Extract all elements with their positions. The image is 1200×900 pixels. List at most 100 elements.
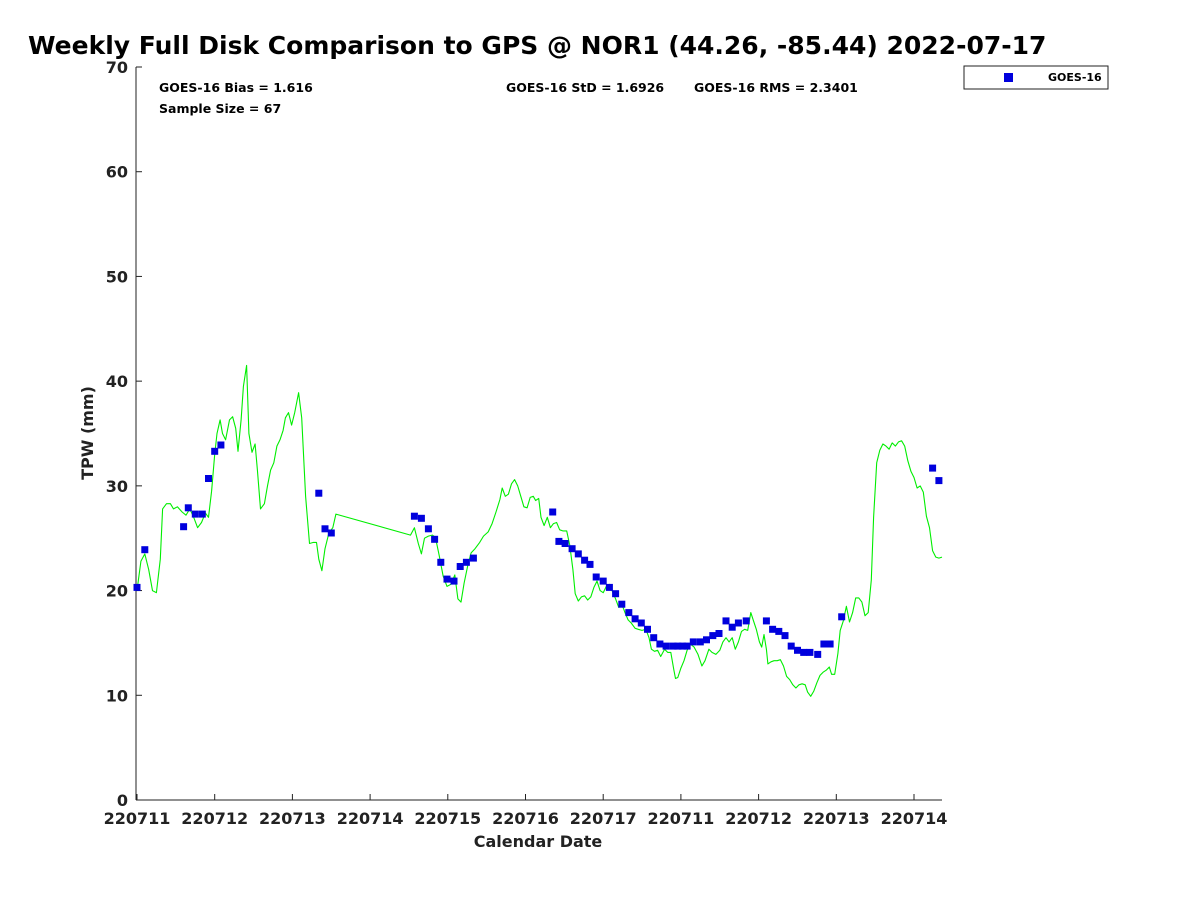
goes16-point: [217, 441, 225, 449]
y-tick-label: 0: [117, 791, 128, 810]
goes16-point: [709, 632, 717, 640]
plot-frame: [135, 67, 942, 801]
goes16-point: [605, 583, 613, 591]
gps-line: [136, 364, 943, 697]
goes16-point: [568, 545, 576, 553]
goes16-point: [555, 537, 563, 545]
goes16-point: [211, 447, 219, 455]
goes16-point: [184, 504, 192, 512]
y-tick-label: 20: [106, 582, 128, 601]
goes16-point: [820, 640, 828, 648]
goes16-point: [662, 642, 670, 650]
goes16-point: [141, 546, 149, 554]
goes16-point: [762, 617, 770, 625]
goes16-point: [599, 577, 607, 585]
x-tick-label: 220711: [104, 809, 171, 828]
series-layer: [133, 364, 943, 697]
y-tick-label: 60: [106, 163, 128, 182]
x-tick-label: 220717: [570, 809, 637, 828]
y-tick-label: 70: [106, 58, 128, 77]
legend-label: GOES-16: [1048, 71, 1102, 84]
goes16-point: [431, 535, 439, 543]
goes16-point: [787, 642, 795, 650]
goes16-point: [669, 642, 677, 650]
x-tick-label: 220716: [492, 809, 559, 828]
goes16-point: [674, 642, 682, 650]
goes16-point: [612, 590, 620, 598]
goes16-point: [929, 464, 937, 472]
goes16-point: [728, 623, 736, 631]
goes16-point: [775, 627, 783, 635]
goes16-point: [656, 640, 664, 648]
goes16-point: [625, 609, 633, 617]
goes16-point: [450, 577, 458, 585]
goes16-point: [133, 583, 141, 591]
y-ticks: 0 10 20 30 40 50 60 70: [106, 58, 142, 810]
legend: GOES-16: [963, 65, 1109, 90]
goes16-point: [794, 646, 801, 654]
goes16-point: [191, 510, 199, 518]
goes16-point: [689, 638, 697, 646]
goes16-point: [180, 523, 188, 531]
goes16-point: [574, 550, 582, 558]
goes16-point: [198, 510, 206, 518]
x-tick-label: 220712: [725, 809, 792, 828]
goes16-point: [650, 634, 658, 642]
goes16-point: [703, 636, 710, 644]
goes16-point: [742, 617, 750, 625]
goes16-point: [800, 648, 808, 656]
goes16-point: [462, 558, 470, 566]
goes16-point: [715, 630, 723, 637]
y-tick-label: 40: [106, 372, 128, 391]
goes16-point: [410, 512, 418, 520]
x-axis-label: Calendar Date: [474, 832, 603, 851]
goes16-point: [806, 648, 814, 656]
x-tick-label: 220711: [648, 809, 715, 828]
rms-stat: GOES-16 RMS = 2.3401: [694, 80, 858, 95]
goes16-point: [637, 619, 645, 627]
goes16-point: [437, 558, 445, 566]
goes16-point: [935, 477, 943, 485]
goes16-point: [631, 615, 639, 623]
goes16-point: [549, 508, 557, 516]
goes16-point: [838, 613, 846, 621]
goes16-point: [781, 632, 789, 640]
goes16-point: [683, 642, 691, 650]
goes16-point: [696, 638, 704, 646]
y-tick-label: 30: [106, 477, 128, 496]
x-ticks: 220711 220712 220713 220714 220715 220716 2207…: [104, 794, 948, 828]
goes16-point: [722, 617, 730, 625]
goes16-point: [456, 563, 464, 570]
legend-box: [963, 65, 1109, 90]
goes16-point: [424, 525, 432, 533]
goes16-point: [826, 640, 834, 648]
goes16-point: [469, 554, 477, 562]
goes16-point: [561, 540, 569, 547]
goes16-point: [205, 475, 212, 482]
chart-title: Weekly Full Disk Comparison to GPS @ NOR…: [28, 31, 1046, 60]
goes16-point: [321, 525, 329, 533]
goes16-point: [644, 625, 651, 633]
goes16-point: [769, 625, 777, 633]
goes16-point: [734, 619, 742, 627]
goes16-point: [327, 529, 335, 537]
goes16-point: [581, 556, 589, 564]
std-stat: GOES-16 StD = 1.6926: [506, 80, 664, 95]
goes16-point: [679, 642, 686, 650]
bias-stat: GOES-16 Bias = 1.616: [159, 80, 313, 95]
goes16-point: [814, 650, 822, 658]
x-tick-label: 220714: [881, 809, 948, 828]
goes16-point: [417, 514, 425, 522]
goes16-point: [592, 573, 600, 581]
legend-marker: [1004, 73, 1013, 82]
x-tick-label: 220713: [803, 809, 870, 828]
y-tick-label: 50: [106, 267, 128, 286]
y-tick-label: 10: [106, 686, 128, 705]
x-tick-label: 220715: [414, 809, 481, 828]
sample-size-stat: Sample Size = 67: [159, 101, 281, 116]
goes16-point: [618, 600, 626, 608]
x-tick-label: 220712: [181, 809, 248, 828]
x-tick-label: 220714: [337, 809, 404, 828]
goes16-point: [315, 489, 323, 497]
